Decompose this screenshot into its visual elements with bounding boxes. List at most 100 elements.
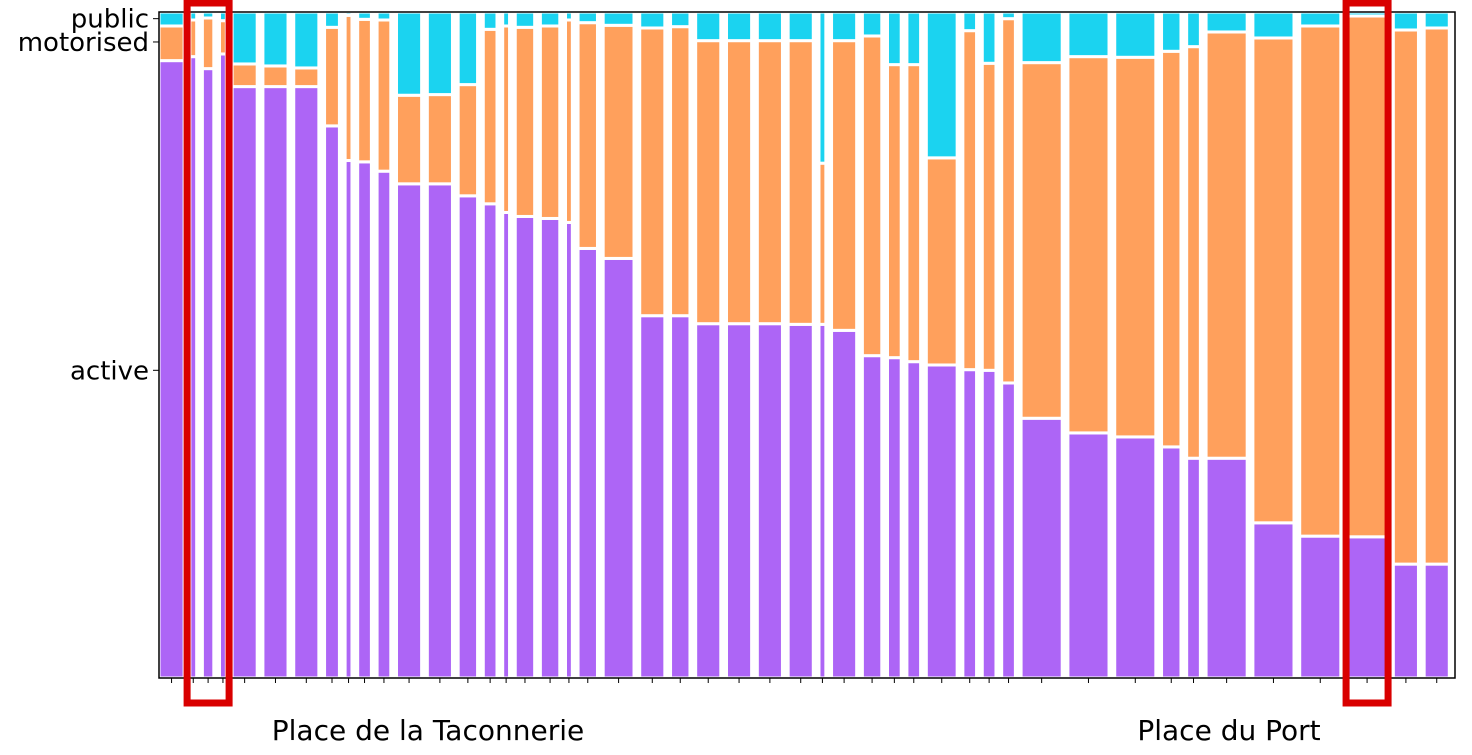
- bar-segment-motorised: [724, 39, 754, 326]
- bar-segment-motorised: [1298, 24, 1343, 538]
- y-tick-label: public: [71, 5, 149, 35]
- bar-segment-public: [188, 10, 199, 22]
- bar-segment-public: [563, 10, 574, 22]
- bar-segment-motorised: [830, 39, 859, 332]
- bar-segment-public: [375, 10, 393, 22]
- bar-segment-public: [886, 10, 903, 67]
- bar-segment-motorised: [1113, 55, 1158, 439]
- bar-segment-public: [1391, 10, 1420, 32]
- bar-segment-motorised: [323, 25, 341, 128]
- y-tick-label: motorised: [18, 28, 149, 58]
- bar-segment-active: [230, 85, 259, 680]
- bar-segment-motorised: [980, 61, 998, 372]
- bar-segment-active: [1019, 416, 1064, 680]
- bar-segment-motorised: [755, 39, 784, 326]
- bar-segment-motorised: [292, 66, 321, 89]
- bar-segment-active: [905, 360, 923, 680]
- bar-segment-public: [501, 10, 512, 28]
- bar-segment-motorised: [1019, 61, 1064, 420]
- bar-segment-public: [694, 10, 723, 43]
- bar-segment-public: [1160, 10, 1183, 53]
- bar-segment-active: [724, 322, 754, 680]
- bar-segment-active: [1204, 456, 1249, 680]
- bar-segment-motorised: [188, 18, 199, 59]
- bar-segment-active: [1000, 381, 1017, 680]
- bar-segment-motorised: [157, 24, 186, 63]
- bar-segment-motorised: [375, 18, 393, 173]
- bar-segment-active: [924, 363, 959, 680]
- bar-segment-motorised: [563, 18, 574, 224]
- bar-segment-motorised: [817, 161, 828, 326]
- bar-segment-motorised: [694, 39, 723, 326]
- bar-segment-public: [860, 10, 884, 38]
- bar-segment-active: [576, 246, 599, 680]
- annotations: Place de la Taconnerie Place du Port: [272, 714, 1321, 747]
- bar-segment-active: [860, 354, 884, 680]
- bar-segment-motorised: [456, 83, 480, 198]
- bar-segment-motorised: [1422, 26, 1451, 566]
- bar-segment-motorised: [1391, 28, 1420, 566]
- bar-segment-motorised: [886, 63, 903, 360]
- bar-segment-public: [200, 10, 216, 20]
- bar-group: [157, 10, 1451, 680]
- bar-segment-public: [1019, 10, 1064, 65]
- bar-segment-active: [1422, 562, 1451, 680]
- bar-segment-public: [817, 10, 828, 165]
- bar-segment-public: [1251, 10, 1296, 40]
- bar-segment-active: [157, 59, 186, 680]
- bar-segment-active: [961, 368, 979, 680]
- bar-segment-public: [1204, 10, 1249, 34]
- bar-segment-public: [456, 10, 480, 87]
- bar-segment-public: [980, 10, 998, 65]
- bar-segment-public: [1066, 10, 1111, 59]
- bar-segment-active: [375, 169, 393, 680]
- bar-segment-active: [669, 314, 692, 680]
- bar-segment-motorised: [425, 93, 454, 186]
- bar-segment-motorised: [538, 24, 562, 220]
- bar-segment-motorised: [1000, 17, 1017, 385]
- bar-segment-motorised: [1160, 49, 1183, 449]
- bar-segment-public: [1422, 10, 1451, 30]
- bar-segment-active: [817, 322, 828, 680]
- bar-segment-motorised: [961, 29, 979, 372]
- bar-segment-active: [395, 182, 424, 680]
- bar-segment-active: [481, 202, 499, 680]
- bar-segment-motorised: [905, 63, 923, 364]
- bar-segment-public: [157, 10, 186, 28]
- bar-segment-public: [261, 10, 290, 68]
- bar-segment-active: [886, 356, 903, 680]
- bar-segment-active: [200, 67, 216, 680]
- annotation-label: Place du Port: [1137, 714, 1320, 747]
- bar-segment-active: [292, 85, 321, 680]
- bar-segment-active: [501, 210, 512, 680]
- highlight-boxes: [183, 0, 1392, 707]
- bar-segment-active: [188, 55, 199, 680]
- bar-segment-active: [755, 322, 784, 680]
- bar-segment-active: [261, 85, 290, 680]
- bar-segment-motorised: [786, 39, 815, 326]
- bar-segment-motorised: [1251, 36, 1296, 525]
- bar-segment-motorised: [230, 62, 259, 89]
- bar-segment-public: [230, 10, 259, 66]
- bar-segment-active: [1391, 562, 1420, 680]
- bar-segment-public: [786, 10, 815, 43]
- bar-segment-public: [323, 10, 341, 29]
- plot-frame: [158, 11, 1456, 679]
- bar-segment-public: [425, 10, 454, 97]
- bar-segment-active: [538, 216, 562, 680]
- bar-segment-active: [786, 322, 815, 680]
- annotation-label: Place de la Taconnerie: [272, 714, 584, 747]
- bar-segment-public: [481, 10, 499, 31]
- bar-segment-motorised: [924, 156, 959, 367]
- bar-segment-public: [1113, 10, 1158, 59]
- bar-segment-public: [669, 10, 692, 29]
- bar-segment-active: [830, 328, 859, 680]
- bar-segment-active: [456, 194, 480, 680]
- bar-segment-public: [292, 10, 321, 70]
- bar-segment-motorised: [200, 16, 216, 71]
- bar-segment-public: [924, 10, 959, 160]
- bar-segment-active: [356, 160, 373, 680]
- bar-segment-public: [1185, 10, 1202, 49]
- bar-segment-active: [638, 314, 667, 680]
